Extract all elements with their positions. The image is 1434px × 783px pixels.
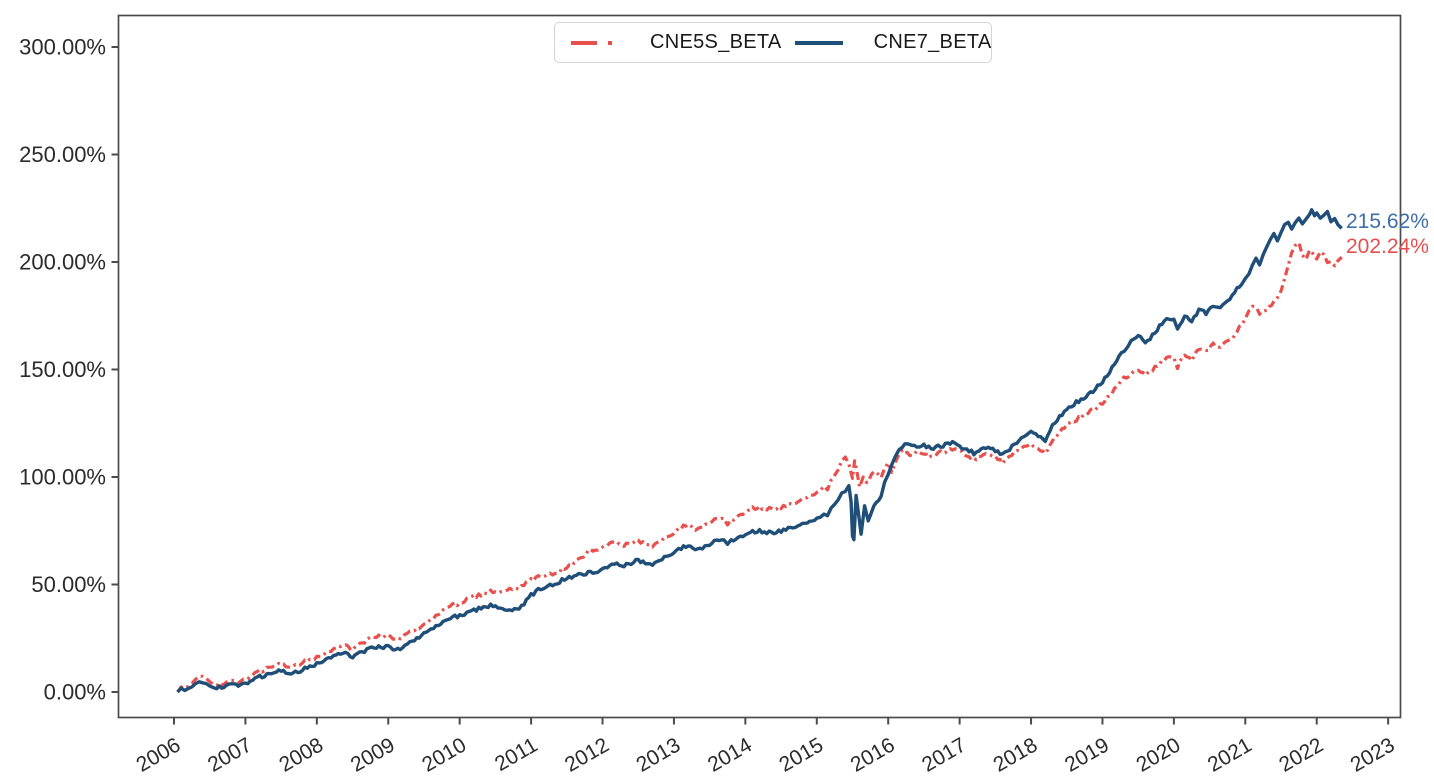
- x-tick-label: 2023: [1347, 733, 1399, 776]
- x-tick-label: 2021: [1204, 733, 1256, 776]
- x-tick-label: 2020: [1132, 733, 1184, 776]
- x-tick-label: 2010: [418, 733, 470, 776]
- legend-label-cne5s-beta: CNE5S_BETA: [650, 31, 782, 53]
- legend-item-cne5s-beta: CNE5S_BETA: [570, 31, 782, 54]
- y-tick-label: 300.00%: [19, 35, 106, 60]
- x-tick-label: 2009: [347, 733, 399, 776]
- x-tick-label: 2022: [1275, 733, 1327, 776]
- end-value-annotation-cne7: 215.62%: [1346, 210, 1429, 233]
- y-tick-label: 200.00%: [19, 250, 106, 275]
- y-tick-label: 250.00%: [19, 142, 106, 167]
- x-tick-label: 2006: [133, 733, 185, 776]
- x-tick-label: 2013: [632, 733, 684, 776]
- legend-label-cne7-beta: CNE7_BETA: [873, 31, 992, 53]
- x-tick-label: 2011: [491, 733, 542, 776]
- series-line-cne7_beta: [176, 208, 1343, 694]
- x-tick-label: 2019: [1061, 733, 1113, 776]
- x-tick-label: 2018: [990, 733, 1042, 776]
- legend-line-solid-icon: [794, 40, 843, 45]
- x-tick-label: 2016: [847, 733, 899, 776]
- chart-legend: CNE5S_BETA CNE7_BETA: [554, 22, 992, 63]
- y-tick-label: 100.00%: [19, 465, 106, 490]
- y-tick-label: 0.00%: [44, 680, 106, 705]
- y-tick-label: 150.00%: [19, 357, 106, 382]
- series-line-cne5s_beta: [176, 241, 1343, 693]
- x-tick-label: 2008: [275, 733, 327, 776]
- x-tick-label: 2012: [561, 733, 613, 776]
- legend-line-dashdot-icon: [571, 40, 619, 45]
- end-value-annotation-cne5s: 202.24%: [1346, 235, 1429, 258]
- y-tick-label: 50.00%: [31, 572, 106, 597]
- x-tick-label: 2007: [204, 733, 256, 776]
- legend-item-cne7-beta: CNE7_BETA: [794, 31, 992, 54]
- x-tick-label: 2017: [918, 733, 970, 776]
- plot-border: [117, 14, 1402, 719]
- x-tick-label: 2014: [704, 733, 756, 776]
- x-tick-label: 2015: [775, 733, 827, 776]
